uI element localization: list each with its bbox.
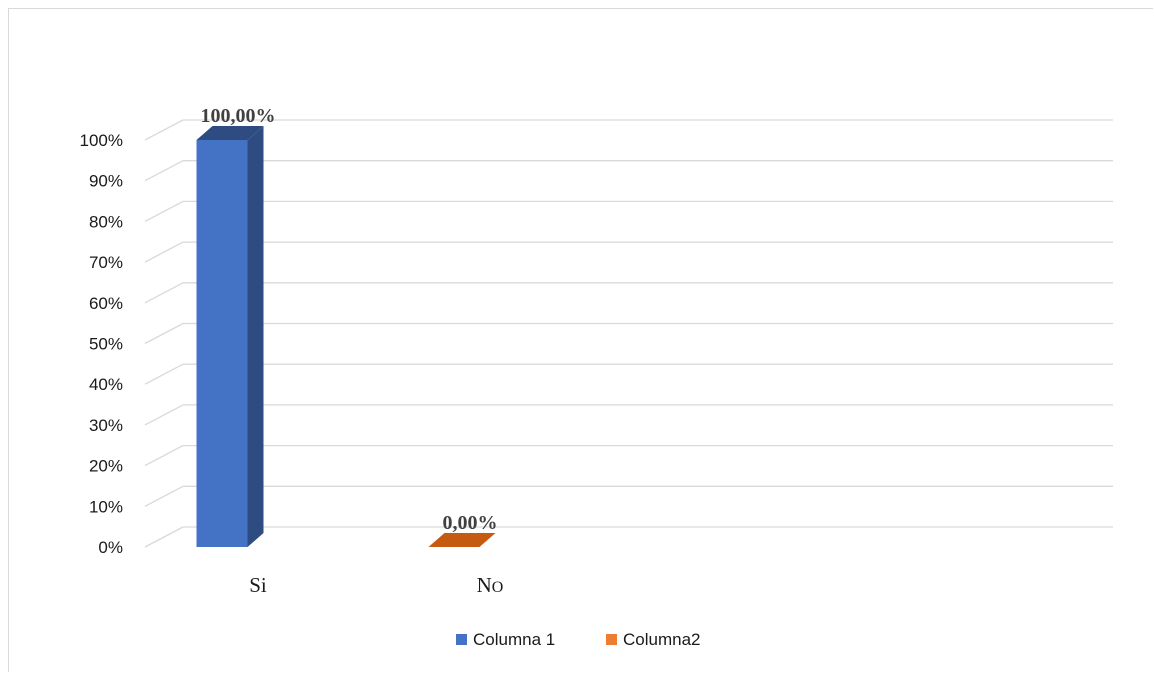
gridline-diagonal [144, 241, 184, 263]
bar-top [196, 126, 264, 140]
gridline-diagonal [144, 363, 184, 385]
y-tick-label: 0% [98, 538, 123, 557]
gridline-diagonal [144, 404, 184, 426]
gridline-diagonal [144, 526, 184, 548]
legend-item-columna2: Columna2 [606, 630, 701, 649]
chart-frame [8, 8, 1153, 672]
data-labels: 100,00% 0,00% [201, 105, 498, 534]
y-axis-ticks: 0% 10% 20% 30% 40% 50% 60% 70% 80% 90% 100% [80, 131, 123, 557]
y-tick-label: 20% [89, 457, 123, 476]
data-label: 100,00% [201, 105, 276, 127]
category-label-no: NO [477, 573, 504, 597]
bar-front [196, 140, 248, 547]
legend-item-columna-1: Columna 1 [456, 630, 555, 649]
gridline-diagonal [144, 322, 184, 345]
legend: Columna 1 Columna2 [456, 630, 701, 649]
y-tick-label: 10% [89, 497, 123, 516]
legend-swatch [456, 634, 467, 645]
y-tick-label: 70% [89, 253, 123, 272]
gridline-diagonal [144, 485, 184, 507]
bar-columna2-no [428, 533, 496, 547]
bar-top [428, 533, 496, 547]
y-tick-label: 60% [89, 294, 123, 313]
legend-label: Columna 1 [473, 630, 555, 649]
legend-swatch [606, 634, 617, 645]
y-tick-label: 90% [89, 172, 123, 191]
y-tick-label: 80% [89, 212, 123, 231]
gridline-diagonal [144, 282, 184, 304]
category-labels: Si NO [249, 573, 503, 597]
y-tick-label: 50% [89, 335, 123, 354]
legend-label: Columna2 [623, 630, 701, 649]
y-tick-label: 40% [89, 375, 123, 394]
gridline-diagonal [144, 160, 184, 182]
bar-columna-1-si [196, 126, 264, 547]
bar-side [247, 126, 264, 547]
category-label-si: Si [249, 573, 267, 597]
bars [196, 126, 496, 547]
gridlines [144, 119, 1113, 548]
gridline-diagonal [144, 119, 184, 141]
y-tick-label: 30% [89, 416, 123, 435]
y-tick-label: 100% [80, 131, 123, 150]
gridline-diagonal [144, 445, 184, 467]
data-label: 0,00% [443, 512, 498, 534]
gridline-diagonal [144, 200, 184, 222]
